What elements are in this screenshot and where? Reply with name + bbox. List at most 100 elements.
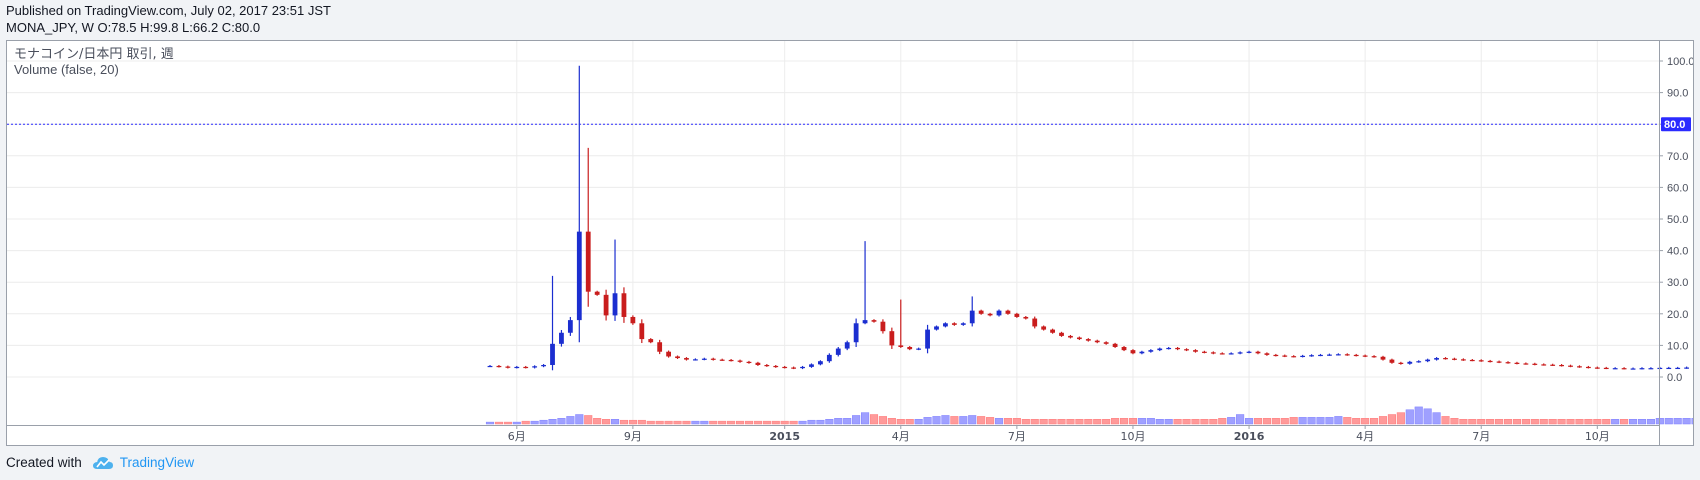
candle-body	[728, 359, 734, 362]
price-tick-label: 20.0	[1667, 309, 1688, 321]
volume-bar	[1602, 419, 1611, 425]
candle-body	[1478, 360, 1484, 362]
candle-body	[1630, 368, 1636, 370]
candle-body	[1335, 354, 1341, 356]
volume-bar	[1146, 418, 1155, 425]
candle-body	[1059, 332, 1064, 336]
candle-body	[1264, 353, 1270, 355]
candle-body	[487, 365, 493, 368]
candle-body	[648, 339, 654, 343]
candle-body	[978, 310, 984, 314]
cloud-logo-icon	[92, 456, 113, 469]
volume-bar	[1057, 419, 1066, 425]
volume-bar	[1021, 419, 1030, 425]
candle-body	[1684, 367, 1690, 369]
candle-body	[675, 356, 680, 359]
candle-body	[514, 366, 520, 369]
volume-bar	[1262, 418, 1271, 425]
candle-body	[1371, 356, 1377, 358]
brand-label: TradingView	[119, 455, 195, 470]
price-chart[interactable]: 100.0 90.0 80.0 70.0 60.0 50.0 40.0 30.0 20.0 10.…	[7, 41, 1693, 445]
volume-bar	[1450, 418, 1459, 425]
price-tick-label: 40.0	[1667, 246, 1688, 258]
candle-body	[603, 294, 609, 316]
candle-body	[835, 348, 841, 355]
candle-body	[1103, 342, 1109, 344]
candle-body	[809, 364, 814, 367]
volume-bar	[1307, 417, 1316, 425]
candle-body	[1389, 359, 1395, 363]
volume-bar	[1209, 419, 1218, 425]
candles	[487, 65, 1690, 371]
volume-bar	[664, 420, 673, 425]
volume-bar	[619, 419, 629, 425]
volume-bar	[485, 421, 495, 425]
time-tick-label: 10月	[1120, 430, 1145, 443]
volume-bar	[1673, 418, 1682, 425]
volume-bar	[1521, 419, 1530, 425]
candle-body	[1648, 368, 1654, 370]
volume-bar	[1378, 416, 1388, 425]
candle-body	[1139, 351, 1145, 354]
candle-body	[1023, 316, 1029, 319]
volume-bar	[593, 418, 602, 425]
candle-body	[1202, 351, 1207, 353]
volume-bar	[869, 414, 879, 425]
candle-body	[1121, 346, 1127, 351]
candle-body	[684, 358, 689, 360]
candle-body	[1496, 361, 1502, 363]
price-tick-label: 100.0	[1667, 56, 1693, 68]
time-tick-label: 7月	[1472, 430, 1490, 443]
candle-body	[1309, 355, 1314, 357]
volume-bar	[932, 416, 941, 425]
volume-bar	[1477, 419, 1486, 425]
price-tick-label: 90.0	[1667, 88, 1688, 100]
volume-bar	[1182, 419, 1191, 425]
time-tick-label: 9月	[624, 430, 642, 443]
price-axis[interactable]: 100.0 90.0 80.0 70.0 60.0 50.0 40.0 30.0 20.0 10.…	[1659, 56, 1693, 384]
volume-bar	[878, 416, 887, 425]
chart-panel[interactable]: 100.0 90.0 80.0 70.0 60.0 50.0 40.0 30.0 20.0 10.…	[6, 40, 1694, 446]
time-tick-label: 6月	[508, 430, 526, 443]
candle-body	[523, 366, 529, 369]
volume-bar	[977, 416, 986, 425]
volume-bar	[1432, 412, 1441, 425]
candle-body	[1541, 364, 1547, 366]
volume-bar	[1414, 406, 1423, 425]
candle-body	[826, 354, 832, 362]
candle-body	[1300, 355, 1306, 358]
volume-bar	[655, 420, 664, 425]
candle-body	[1675, 367, 1681, 370]
volume-bar	[584, 415, 593, 425]
volume-bar	[1334, 416, 1343, 425]
volume-bar	[861, 412, 870, 425]
candle-body	[1612, 368, 1618, 370]
candle-body	[1282, 355, 1288, 357]
candle-body	[889, 331, 895, 346]
candle-body	[1487, 360, 1493, 363]
volume-bar	[1102, 419, 1111, 425]
brand-link[interactable]: TradingView	[92, 455, 194, 470]
volume-bar	[1003, 418, 1012, 425]
candle-body	[782, 366, 788, 369]
candle-body	[594, 291, 600, 295]
volume-bar	[1486, 419, 1495, 425]
time-axis[interactable]: 6月9月20154月7月10月20164月7月10月20174月19	[508, 425, 1693, 443]
volume-bar	[1012, 418, 1021, 425]
candle-body	[1246, 351, 1252, 353]
volume-bar	[1370, 418, 1379, 425]
candle-body	[916, 348, 922, 350]
created-with-label: Created with	[6, 455, 82, 470]
volume-bar	[753, 420, 762, 425]
candle-body	[1532, 363, 1538, 365]
volume-bar	[1155, 419, 1164, 425]
volume-bar	[691, 420, 700, 425]
candle-body	[934, 326, 939, 330]
volume-bar	[521, 420, 530, 425]
candle-body	[1407, 361, 1413, 364]
candle-body	[1193, 350, 1198, 352]
volume-bar	[727, 420, 736, 425]
volume-bar	[1325, 417, 1334, 425]
time-tick-label: 4月	[892, 430, 910, 443]
candle-body	[585, 231, 591, 292]
